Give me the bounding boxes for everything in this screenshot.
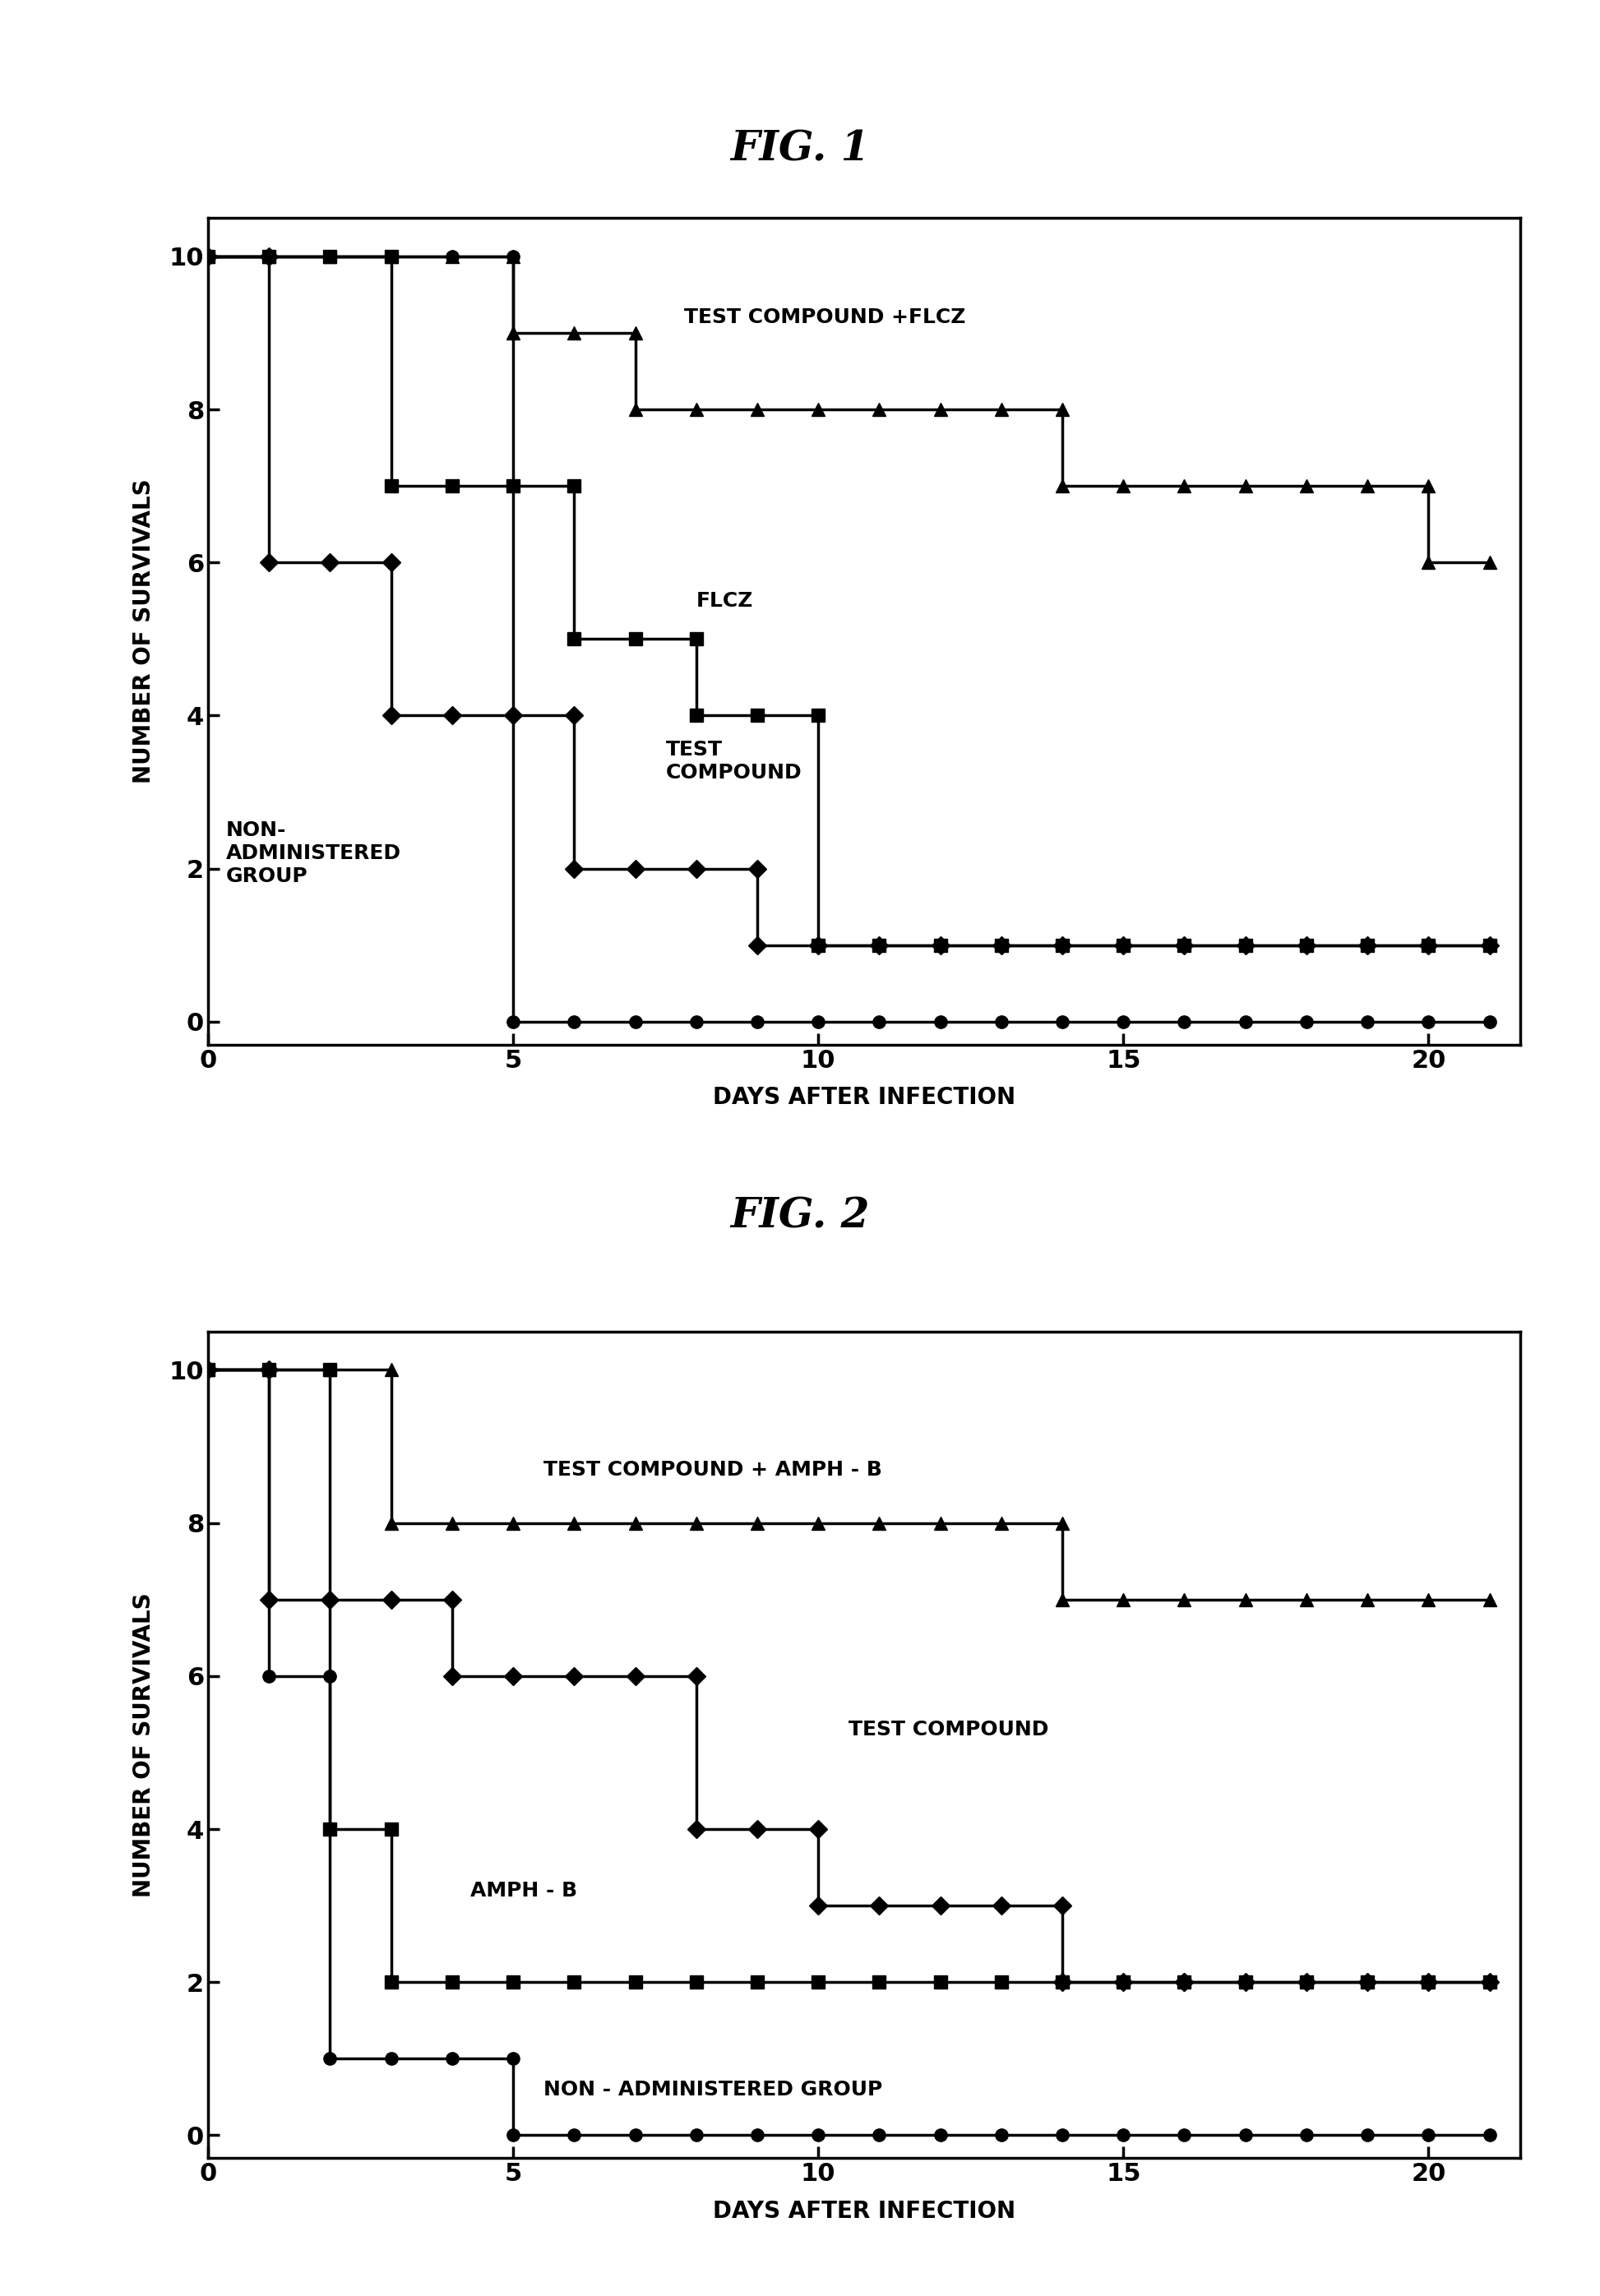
Text: TEST COMPOUND + AMPH - B: TEST COMPOUND + AMPH - B xyxy=(544,1460,882,1479)
Y-axis label: NUMBER OF SURVIVALS: NUMBER OF SURVIVALS xyxy=(133,1593,155,1896)
Y-axis label: NUMBER OF SURVIVALS: NUMBER OF SURVIVALS xyxy=(133,480,155,783)
Text: TEST COMPOUND: TEST COMPOUND xyxy=(848,1720,1050,1740)
Text: NON-
ADMINISTERED
GROUP: NON- ADMINISTERED GROUP xyxy=(226,820,402,886)
Text: NON - ADMINISTERED GROUP: NON - ADMINISTERED GROUP xyxy=(544,2080,883,2099)
Text: FLCZ: FLCZ xyxy=(696,590,754,611)
X-axis label: DAYS AFTER INFECTION: DAYS AFTER INFECTION xyxy=(712,1086,1016,1109)
X-axis label: DAYS AFTER INFECTION: DAYS AFTER INFECTION xyxy=(712,2200,1016,2223)
Text: AMPH - B: AMPH - B xyxy=(470,1880,578,1901)
Text: TEST COMPOUND +FLCZ: TEST COMPOUND +FLCZ xyxy=(683,308,965,328)
Text: FIG. 2: FIG. 2 xyxy=(730,1196,870,1238)
Text: FIG. 1: FIG. 1 xyxy=(730,129,870,170)
Text: TEST
COMPOUND: TEST COMPOUND xyxy=(666,739,802,783)
